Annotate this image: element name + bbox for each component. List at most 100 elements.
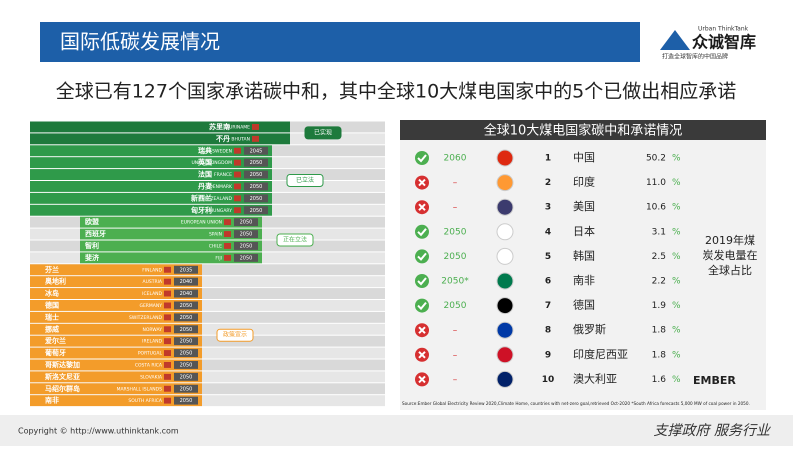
row-stripe bbox=[30, 311, 385, 323]
row-bar bbox=[30, 347, 202, 359]
year-box bbox=[234, 253, 258, 262]
row-bar bbox=[30, 157, 272, 169]
year-box bbox=[174, 301, 198, 310]
year: 2050 bbox=[240, 255, 253, 261]
flag bbox=[496, 346, 514, 364]
year-box bbox=[244, 194, 268, 203]
group-tag bbox=[286, 174, 324, 187]
country-en: NEW ZEALAND bbox=[198, 196, 232, 202]
country-cn: 葡萄牙 bbox=[44, 348, 66, 357]
rank: 10 bbox=[542, 375, 555, 385]
percent-sign: % bbox=[672, 203, 681, 213]
flag bbox=[164, 397, 171, 404]
country-cn: 芬兰 bbox=[44, 265, 59, 274]
row-bar bbox=[80, 252, 262, 264]
group-tag bbox=[216, 328, 254, 342]
year-box bbox=[234, 242, 258, 250]
rank: 5 bbox=[545, 252, 551, 262]
share: 1.8 bbox=[652, 350, 667, 360]
year-box bbox=[174, 265, 198, 274]
side-note: 2019年煤炭发电量在全球占比 bbox=[703, 233, 758, 277]
country-en: DENMARK bbox=[209, 184, 233, 190]
country: 中国 bbox=[573, 151, 595, 164]
share: 1.6 bbox=[652, 375, 667, 385]
share: 3.1 bbox=[652, 227, 666, 237]
country-cn: 西班牙 bbox=[85, 229, 106, 238]
country-en: EUROPEAN UNION bbox=[181, 220, 222, 226]
country-en: AUSTRIA bbox=[142, 279, 162, 285]
row-stripe bbox=[30, 264, 385, 276]
year: 2050 bbox=[240, 232, 253, 238]
year: 2040 bbox=[180, 279, 193, 285]
row-stripe bbox=[30, 276, 385, 288]
status-glyph bbox=[417, 252, 427, 261]
year: 2060 bbox=[444, 154, 467, 164]
right-title: 全球10大煤电国家碳中和承诺情况 bbox=[484, 123, 683, 139]
flag bbox=[252, 124, 259, 130]
row-stripe bbox=[30, 359, 385, 371]
share: 1.8 bbox=[652, 326, 667, 336]
row-stripe bbox=[30, 371, 385, 383]
country-cn: 匈牙利 bbox=[190, 205, 212, 214]
logo-cn: 众诚智库 bbox=[692, 33, 756, 52]
country: 韩国 bbox=[573, 248, 595, 262]
rank: 4 bbox=[545, 227, 551, 237]
header-title: 国际低碳发展情况 bbox=[60, 30, 220, 54]
year-box bbox=[174, 396, 198, 405]
logo-mark bbox=[660, 30, 690, 50]
flag bbox=[164, 373, 171, 380]
year: 2050 bbox=[250, 172, 263, 178]
country-cn: 爱尔兰 bbox=[45, 336, 66, 345]
flag bbox=[234, 195, 241, 202]
country-en: GERMANY bbox=[139, 303, 162, 309]
status-glyph bbox=[418, 178, 426, 187]
rank: 8 bbox=[545, 326, 551, 336]
copyright: Copyright © http://www.uthinktank.com bbox=[18, 427, 179, 436]
country-cn: 英国 bbox=[197, 158, 212, 167]
country-en: SPAIN bbox=[209, 232, 222, 238]
status-glyph bbox=[417, 277, 427, 286]
country-cn: 冰岛 bbox=[45, 289, 59, 298]
percent-sign: % bbox=[672, 301, 681, 311]
row-bar bbox=[30, 204, 272, 216]
country-cn: 哥斯达黎加 bbox=[45, 360, 80, 369]
year-box bbox=[174, 372, 198, 381]
row-bar bbox=[30, 395, 202, 407]
row-bar bbox=[80, 216, 262, 228]
country-en: FINLAND bbox=[142, 267, 162, 273]
brand: EMBER bbox=[693, 374, 736, 387]
row-bar bbox=[30, 121, 290, 133]
year-box bbox=[174, 349, 198, 357]
row-bar bbox=[30, 192, 272, 204]
year: – bbox=[453, 350, 458, 360]
year: 2050 bbox=[250, 184, 263, 190]
country-en: FRANCE bbox=[214, 172, 232, 178]
year: – bbox=[453, 178, 458, 188]
flag bbox=[234, 207, 241, 214]
group-tag bbox=[304, 126, 342, 140]
share: 10.6 bbox=[646, 203, 666, 213]
country: 俄罗斯 bbox=[573, 323, 606, 336]
row-bar bbox=[30, 264, 202, 276]
row-bar bbox=[30, 371, 202, 383]
row-bar bbox=[30, 335, 202, 347]
flag bbox=[496, 198, 514, 216]
year: 2050 bbox=[250, 208, 263, 214]
country: 美国 bbox=[573, 200, 595, 213]
year-box bbox=[174, 277, 198, 286]
year-box bbox=[234, 218, 258, 227]
year-box bbox=[174, 325, 198, 334]
year: 2045 bbox=[250, 148, 263, 154]
country-cn: 南非 bbox=[45, 396, 59, 405]
year-box bbox=[244, 206, 268, 215]
logo-en: Urban ThinkTank bbox=[698, 26, 749, 33]
country-cn: 瑞典 bbox=[198, 146, 212, 155]
year: – bbox=[453, 375, 458, 385]
percent-sign: % bbox=[672, 350, 681, 360]
right-table: 2060 1 中国 50.2 % – 2 印度 11.0 % – 3 美国 10.6 % 2050 4 日本 3.1… bbox=[415, 149, 681, 388]
row-bar bbox=[30, 288, 202, 299]
row-stripe bbox=[30, 300, 385, 311]
rank: 6 bbox=[545, 277, 551, 287]
country: 澳大利亚 bbox=[573, 371, 617, 385]
